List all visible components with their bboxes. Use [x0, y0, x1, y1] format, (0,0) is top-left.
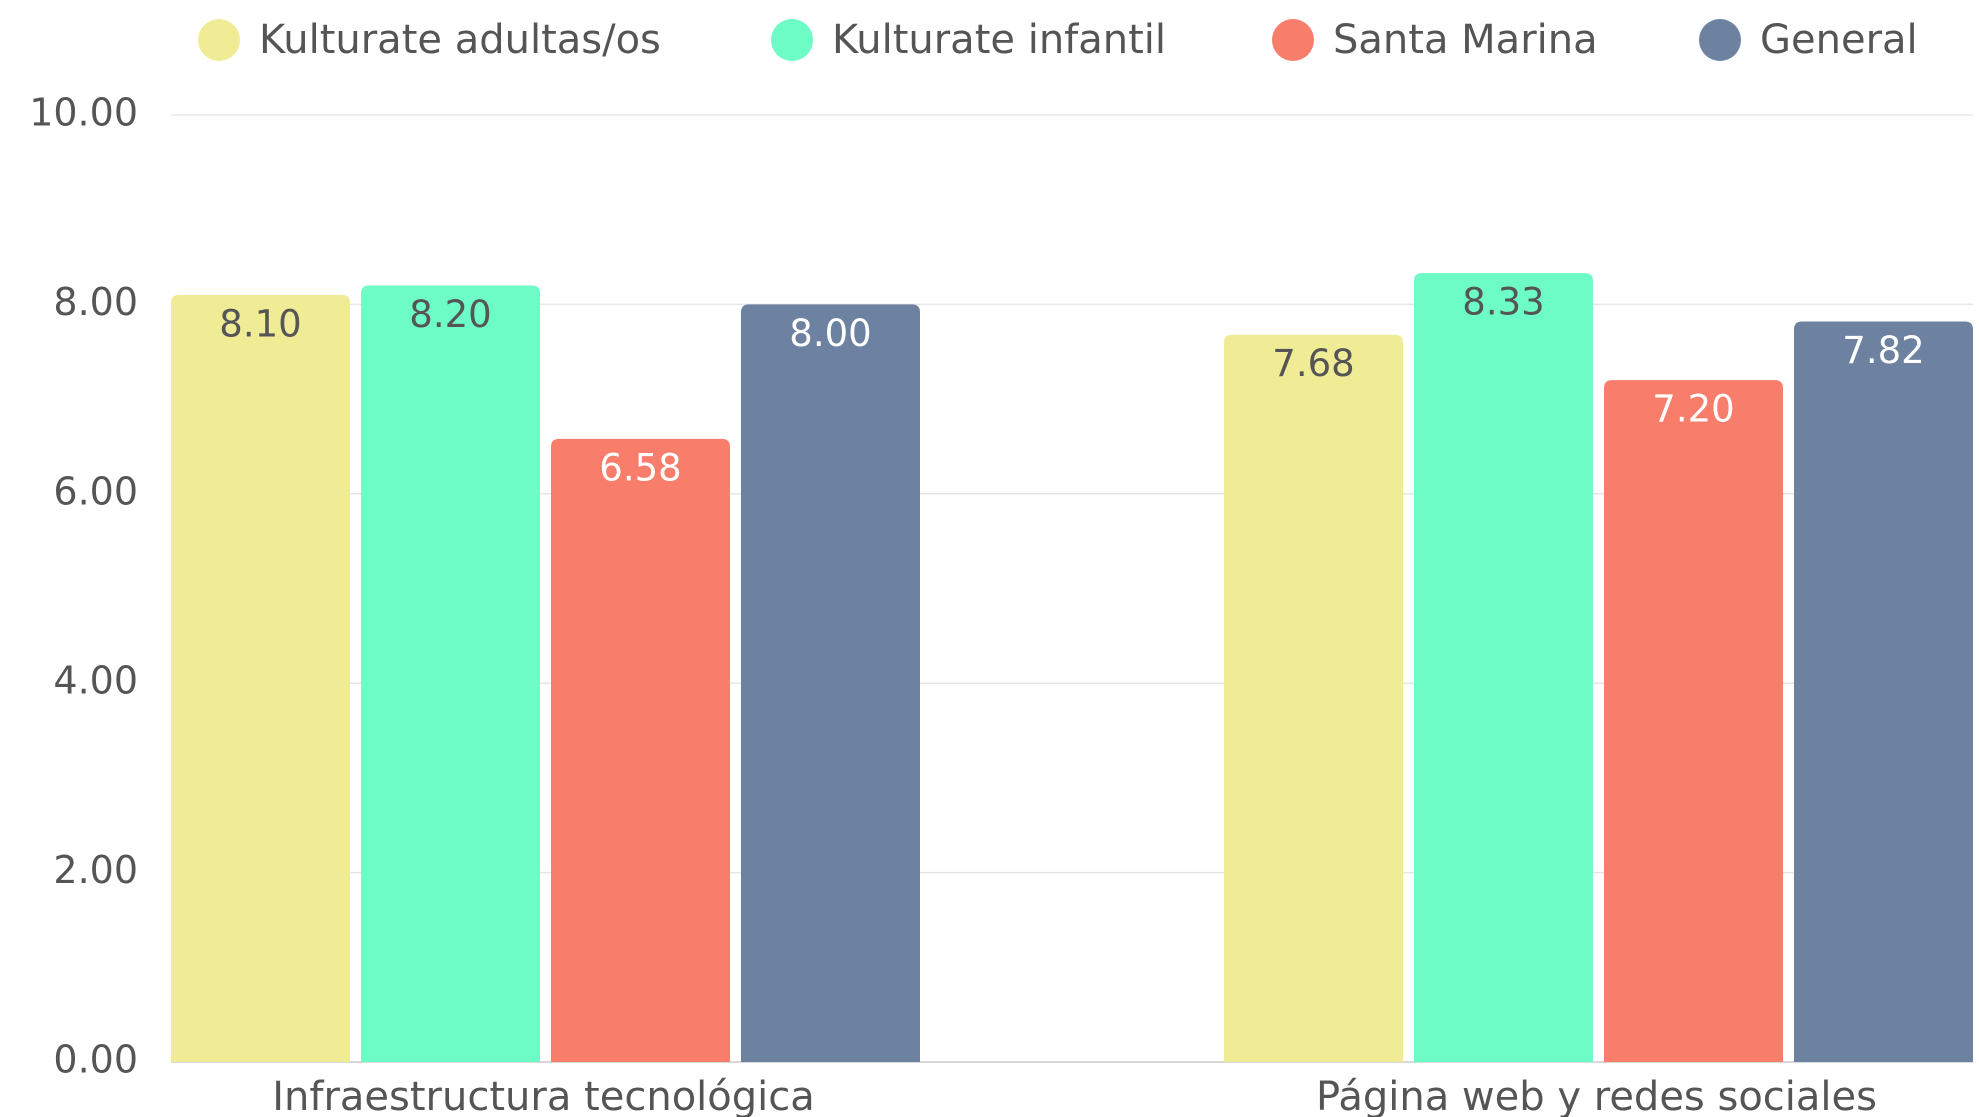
value-label: 8.20: [409, 293, 491, 336]
bar: [551, 438, 730, 1062]
y-tick-label: 0.00: [53, 1038, 138, 1082]
bar: [361, 285, 540, 1063]
value-label: 7.68: [1272, 342, 1354, 385]
bar: [1794, 321, 1973, 1062]
x-tick-label: Infraestructura tecnológica: [272, 1074, 815, 1117]
legend-label: Santa Marina: [1333, 17, 1598, 63]
bar: [741, 304, 920, 1062]
value-label: 8.33: [1462, 281, 1544, 324]
y-tick-label: 6.00: [53, 469, 138, 513]
x-tick-label: Página web y redes sociales: [1316, 1074, 1877, 1117]
legend-swatch: [198, 19, 240, 61]
value-label: 8.10: [219, 302, 301, 345]
y-tick-label: 8.00: [53, 280, 138, 324]
legend-label: Kulturate adultas/os: [259, 17, 661, 63]
legend-swatch: [1272, 19, 1314, 61]
bar: [1604, 380, 1783, 1062]
y-tick-label: 2.00: [53, 848, 138, 892]
bar: [1224, 334, 1403, 1063]
legend-label: General: [1760, 17, 1918, 63]
legend-swatch: [1699, 19, 1741, 61]
value-label: 6.58: [599, 446, 681, 489]
legend-swatch: [771, 19, 813, 61]
value-label: 7.82: [1842, 329, 1924, 372]
legend-label: Kulturate infantil: [832, 17, 1166, 63]
y-tick-label: 4.00: [53, 659, 138, 703]
bar: [1414, 273, 1593, 1062]
bar: [171, 294, 350, 1062]
value-label: 7.20: [1652, 388, 1734, 431]
value-label: 8.00: [789, 312, 871, 355]
y-tick-label: 10.00: [29, 91, 138, 135]
